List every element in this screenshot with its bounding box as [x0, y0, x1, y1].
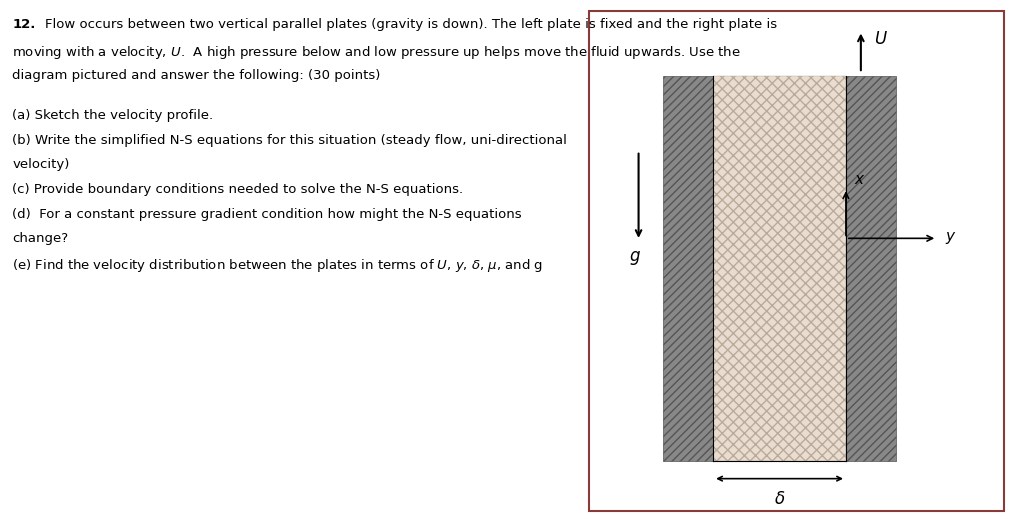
Bar — [846, 75, 896, 461]
Bar — [664, 75, 713, 461]
Text: 12.: 12. — [12, 18, 36, 32]
Text: velocity): velocity) — [12, 158, 70, 171]
Text: change?: change? — [12, 232, 69, 245]
Text: (e) Find the velocity distribution between the plates in terms of $\mathit{U}$, : (e) Find the velocity distribution betwe… — [12, 257, 544, 274]
Text: (d)  For a constant pressure gradient condition how might the N-S equations: (d) For a constant pressure gradient con… — [12, 208, 522, 221]
Text: $x$: $x$ — [854, 172, 865, 187]
Text: (b) Write the simplified N-S equations for this situation (steady flow, uni-dire: (b) Write the simplified N-S equations f… — [12, 134, 567, 148]
Text: $g$: $g$ — [629, 249, 640, 267]
Text: diagram pictured and answer the following: (30 points): diagram pictured and answer the followin… — [12, 69, 381, 82]
Bar — [589, 11, 1004, 511]
Text: Flow occurs between two vertical parallel plates (gravity is down). The left pla: Flow occurs between two vertical paralle… — [45, 18, 777, 32]
Text: (a) Sketch the velocity profile.: (a) Sketch the velocity profile. — [12, 109, 213, 122]
Text: $U$: $U$ — [874, 30, 888, 47]
Text: moving with a velocity, $\mathit{U}$.  A high pressure below and low pressure up: moving with a velocity, $\mathit{U}$. A … — [12, 44, 740, 61]
Bar — [713, 75, 846, 461]
Text: $\delta$: $\delta$ — [774, 490, 785, 508]
Text: (c) Provide boundary conditions needed to solve the N-S equations.: (c) Provide boundary conditions needed t… — [12, 183, 464, 196]
Text: $y$: $y$ — [945, 230, 957, 246]
Bar — [713, 75, 846, 461]
